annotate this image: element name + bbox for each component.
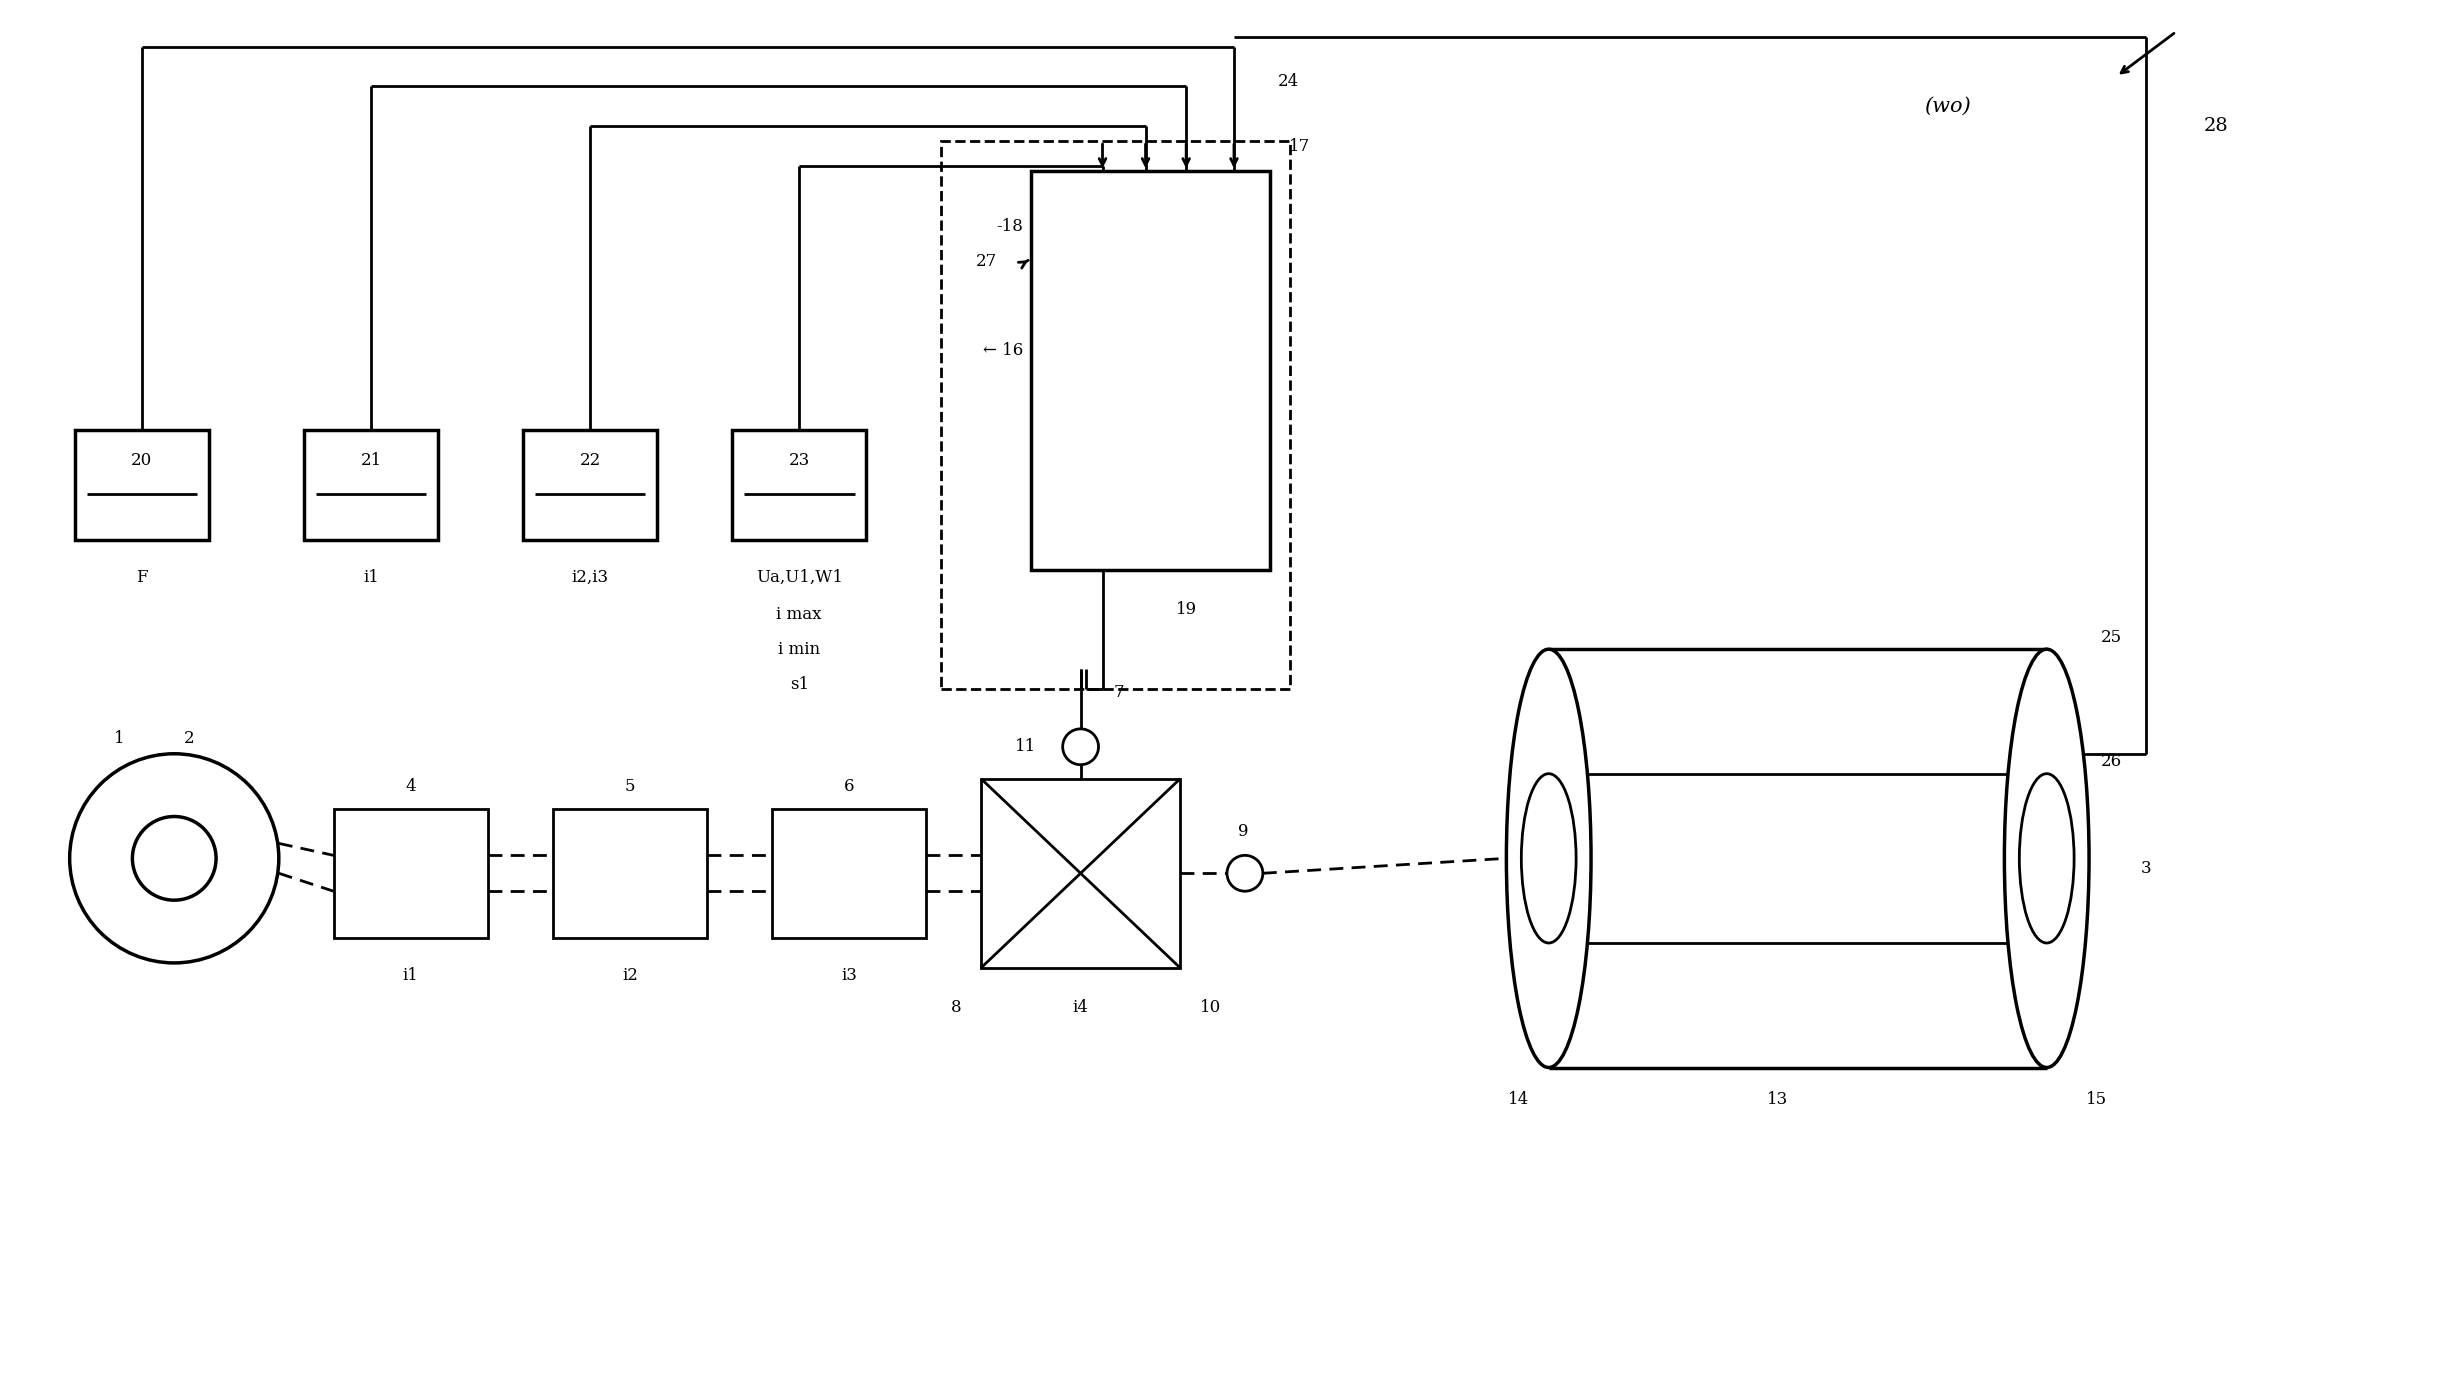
Circle shape <box>133 817 216 900</box>
Bar <box>553 808 708 938</box>
Text: s1: s1 <box>789 675 808 693</box>
Bar <box>980 779 1179 968</box>
Text: Ua,U1,W1: Ua,U1,W1 <box>757 569 843 586</box>
Text: 22: 22 <box>580 453 600 469</box>
Text: i min: i min <box>779 640 821 657</box>
Circle shape <box>1226 856 1263 892</box>
Ellipse shape <box>2020 774 2074 943</box>
Text: ← 16: ← 16 <box>983 342 1022 358</box>
Text: 4: 4 <box>405 778 415 795</box>
Text: F: F <box>135 569 147 586</box>
Text: 23: 23 <box>789 453 811 469</box>
Text: i2: i2 <box>622 967 639 985</box>
Text: 1: 1 <box>113 731 125 747</box>
Text: i3: i3 <box>840 967 857 985</box>
Text: i2,i3: i2,i3 <box>572 569 609 586</box>
Bar <box>771 808 926 938</box>
Circle shape <box>69 754 278 963</box>
Text: i1: i1 <box>403 967 418 985</box>
Text: i4: i4 <box>1074 999 1088 1017</box>
Bar <box>732 431 867 539</box>
Text: 25: 25 <box>2101 629 2123 646</box>
Text: 19: 19 <box>1174 601 1197 618</box>
Text: 28: 28 <box>2204 117 2228 135</box>
Text: 13: 13 <box>1767 1090 1789 1108</box>
Ellipse shape <box>1506 649 1592 1068</box>
Text: 20: 20 <box>130 453 152 469</box>
Text: (wo): (wo) <box>1924 97 1971 115</box>
Text: 17: 17 <box>1290 138 1310 154</box>
Text: 27: 27 <box>975 253 998 271</box>
Text: 11: 11 <box>1015 739 1037 756</box>
Bar <box>305 431 437 539</box>
Text: 26: 26 <box>2101 753 2123 771</box>
Text: 15: 15 <box>2086 1090 2108 1108</box>
Circle shape <box>1064 729 1098 765</box>
Text: 6: 6 <box>843 778 855 795</box>
Text: 24: 24 <box>1278 74 1300 90</box>
Bar <box>74 431 209 539</box>
Text: i1: i1 <box>364 569 378 586</box>
Text: 3: 3 <box>2140 860 2152 876</box>
Text: 5: 5 <box>624 778 636 795</box>
Text: i max: i max <box>776 606 823 622</box>
Text: 14: 14 <box>1509 1090 1528 1108</box>
Text: 8: 8 <box>951 999 961 1017</box>
Text: -18: -18 <box>995 218 1022 235</box>
Bar <box>334 808 489 938</box>
Bar <box>1032 171 1270 569</box>
Text: 9: 9 <box>1238 822 1248 840</box>
Text: 7: 7 <box>1113 683 1123 700</box>
Ellipse shape <box>2005 649 2088 1068</box>
Bar <box>941 142 1290 689</box>
Bar <box>523 431 658 539</box>
Text: 10: 10 <box>1199 999 1221 1017</box>
Text: 2: 2 <box>184 731 194 747</box>
Ellipse shape <box>1521 774 1575 943</box>
Text: 21: 21 <box>361 453 381 469</box>
